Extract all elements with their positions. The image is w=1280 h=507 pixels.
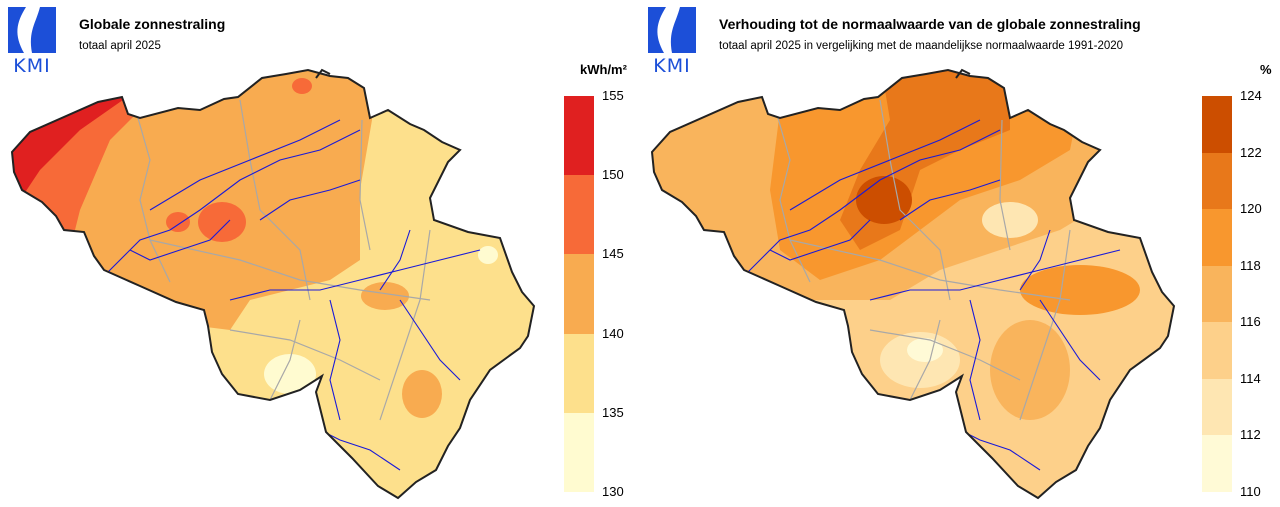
legend-tick-label: 124 [1240, 88, 1262, 103]
color-legend: 155 150 145 140 135 130 [564, 88, 624, 499]
radiation-map-panel: KMI Globale zonnestraling totaal april 2… [6, 5, 627, 499]
legend-swatch [564, 412, 594, 492]
legend-swatch [1202, 265, 1232, 323]
legend-tick-label: 135 [602, 404, 624, 420]
map-subtitle: totaal april 2025 [79, 40, 161, 52]
legend-swatch [564, 333, 594, 413]
map-title: Verhouding tot de normaalwaarde van de g… [719, 16, 1141, 32]
legend-swatch [564, 175, 594, 255]
belgium-map [11, 68, 535, 499]
legend-swatch [1202, 435, 1232, 492]
legend-tick-label: 112 [1240, 427, 1261, 443]
ratio-map-panel: KMI Verhouding tot de normaalwaarde van … [640, 0, 1280, 507]
kmi-logo: KMI [6, 5, 58, 77]
legend-tick-label: 155 [602, 88, 624, 103]
legend-swatch [564, 254, 594, 334]
map-title: Globale zonnestraling [79, 16, 226, 32]
legend-swatch [1202, 96, 1232, 153]
legend-swatch [1202, 209, 1232, 266]
legend-tick-label: 140 [602, 325, 624, 341]
legend-tick-label: 145 [602, 246, 624, 262]
color-legend: 124 122 120 118 116 114 112 110 [1202, 88, 1262, 499]
legend-tick-label: 116 [1240, 314, 1261, 330]
map-subtitle: totaal april 2025 in vergelijking met de… [719, 40, 1124, 52]
legend-tick-label: 120 [1240, 201, 1262, 217]
legend-tick-label: 130 [602, 484, 624, 499]
legend-tick-label: 122 [1240, 144, 1262, 160]
legend-unit: % [1260, 62, 1272, 77]
legend-swatch [564, 96, 594, 176]
legend-unit: kWh/m² [580, 62, 627, 77]
legend-tick-label: 150 [602, 167, 624, 183]
legend-tick-label: 118 [1240, 257, 1261, 273]
legend-swatch [1202, 152, 1232, 210]
legend-tick-label: 114 [1240, 370, 1261, 386]
kmi-logo: KMI [646, 5, 698, 77]
logo-text: KMI [13, 55, 51, 77]
legend-tick-label: 110 [1240, 484, 1261, 499]
legend-swatch [1202, 322, 1232, 379]
logo-text: KMI [653, 55, 691, 77]
legend-swatch [1202, 378, 1232, 436]
belgium-map [651, 68, 1175, 499]
